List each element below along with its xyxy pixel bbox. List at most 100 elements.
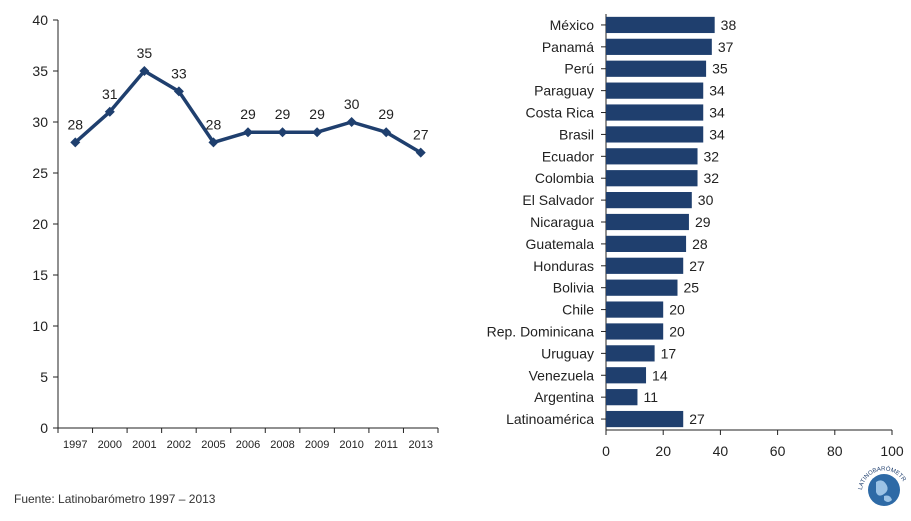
line-point [346, 117, 357, 127]
line-point [70, 137, 81, 148]
bar-category-label: Costa Rica [526, 105, 595, 121]
latinobarometro-logo: LATINOBARÓMETRO [854, 456, 907, 506]
bar-data-label: 38 [721, 17, 737, 33]
line-point [139, 66, 150, 76]
line-ytick-label: 20 [32, 216, 48, 232]
line-xtick-label: 2010 [339, 439, 363, 451]
bar-category-label: El Salvador [522, 192, 594, 208]
bar-data-label: 32 [704, 148, 720, 164]
line-data-label: 29 [378, 106, 394, 122]
line-xtick-label: 2011 [374, 439, 398, 451]
bar [606, 104, 704, 121]
bar-data-label: 37 [718, 39, 734, 55]
line-data-label: 35 [137, 45, 153, 61]
bar-data-label: 17 [661, 345, 677, 361]
bar-chart: 0 20 40 60 80 100 México 38 Panamá 37 Perú 35 Paragu… [487, 14, 904, 459]
bar-data-label: 32 [704, 170, 720, 186]
bar [606, 323, 664, 340]
bar-category-label: Bolivia [553, 280, 594, 296]
bar-category-label: Uruguay [541, 345, 594, 361]
bar-data-label: 34 [709, 126, 725, 142]
line-point [173, 86, 184, 97]
line-point [104, 106, 115, 117]
bar [606, 410, 684, 428]
bar [606, 192, 692, 209]
line-point [243, 127, 253, 138]
line-ytick-label: 30 [32, 114, 48, 130]
line-data-label: 29 [240, 106, 256, 122]
bar-category-label: Latinoamérica [506, 411, 594, 427]
line-data-label: 28 [206, 116, 222, 132]
bar-category-label: Nicaragua [530, 214, 594, 230]
bar [606, 82, 704, 99]
bar [606, 257, 684, 274]
line-xtick-label: 2013 [408, 439, 432, 451]
line-ytick-label: 35 [32, 63, 48, 79]
line-ytick-label: 0 [40, 420, 48, 436]
bar-xtick-label: 60 [770, 443, 786, 459]
bar [606, 389, 638, 406]
bar [606, 301, 664, 318]
bar [606, 60, 707, 77]
bar-category-label: Paraguay [534, 83, 594, 99]
bar-data-label: 20 [669, 323, 685, 339]
bar [606, 345, 655, 362]
line-data-label: 29 [309, 106, 325, 122]
bar-data-label: 11 [643, 389, 658, 405]
bar [606, 170, 698, 187]
bar-data-label: 34 [709, 83, 725, 99]
bar-data-label: 20 [669, 302, 685, 318]
bar-category-label: Ecuador [542, 148, 594, 164]
bar-data-label: 25 [684, 280, 700, 296]
bar-data-label: 27 [689, 258, 705, 274]
bar-data-label: 29 [695, 214, 711, 230]
line-point [415, 147, 426, 158]
line-ytick-label: 15 [32, 267, 48, 283]
bar-data-label: 27 [689, 411, 705, 427]
line-point [312, 127, 323, 138]
bar [606, 279, 678, 296]
line-ytick-label: 40 [32, 12, 48, 28]
line-ytick-label: 25 [32, 165, 48, 181]
line-data-label: 33 [171, 65, 187, 81]
bar-xtick-label: 20 [655, 443, 671, 459]
bar-xtick-label: 100 [880, 443, 904, 459]
bar-category-label: Perú [564, 61, 594, 77]
line-xtick-label: 2000 [98, 439, 122, 451]
bar [606, 235, 687, 252]
bar [606, 367, 647, 384]
line-ytick-label: 10 [32, 318, 48, 334]
bar-data-label: 30 [698, 192, 714, 208]
bar [606, 148, 698, 165]
bar-category-label: Rep. Dominicana [487, 323, 595, 339]
bar-category-label: Colombia [535, 170, 594, 186]
line-data-label: 31 [102, 86, 118, 102]
bar-data-label: 34 [709, 105, 725, 121]
line-xtick-label: 2008 [270, 439, 294, 451]
line-point [208, 137, 219, 148]
bar [606, 213, 689, 231]
bar-category-label: Argentina [534, 389, 594, 405]
bar-category-label: Panamá [542, 39, 594, 55]
bar-category-label: Venezuela [529, 367, 595, 383]
line-xtick-label: 2001 [132, 439, 156, 451]
bar [606, 16, 715, 34]
line-ytick-label: 5 [40, 369, 48, 385]
bar-category-label: Brasil [559, 126, 594, 142]
line-point [381, 127, 392, 138]
bar-xtick-label: 0 [602, 443, 610, 459]
bar-category-label: México [550, 17, 595, 33]
line-data-label: 29 [275, 106, 291, 122]
bar-data-label: 28 [692, 236, 708, 252]
line-point [277, 127, 288, 138]
line-xtick-label: 2006 [236, 439, 260, 451]
line-xtick-label: 2002 [167, 439, 191, 451]
bar-category-label: Chile [562, 302, 594, 318]
bar-xtick-label: 40 [713, 443, 729, 459]
line-xtick-label: 1997 [63, 439, 87, 451]
line-xtick-label: 2009 [305, 439, 329, 451]
bar [606, 38, 712, 55]
bar [606, 126, 704, 143]
bar-category-label: Honduras [533, 258, 594, 274]
